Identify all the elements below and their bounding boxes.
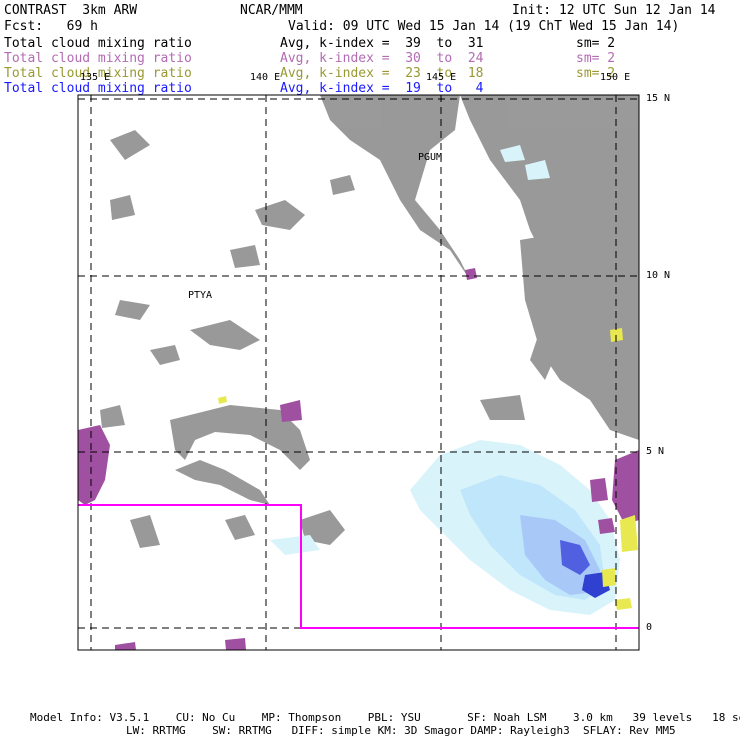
forecast-hour: Fcst: 69 h <box>4 19 98 34</box>
valid-time: Valid: 09 UTC Wed 15 Jan 14 (19 ChT Wed … <box>288 19 680 34</box>
low-cloud-layer <box>218 328 638 610</box>
legend-sm-2: sm= 2 <box>576 51 616 66</box>
station-label-ptya: PTYA <box>188 290 213 301</box>
mid-cloud-layer <box>78 268 639 650</box>
lat-label-5n: 5 N <box>646 446 665 457</box>
model-info-line1: Model Info: V3.5.1 CU: No Cu MP: Thompso… <box>30 711 740 724</box>
nested-domain-outline <box>78 504 639 629</box>
legend-avg-3: Avg, k-index = 23 to 18 <box>280 66 484 81</box>
lat-label-0: 0 <box>646 622 653 633</box>
legend-avg-1: Avg, k-index = 39 to 31 <box>280 36 484 51</box>
legend-avg-4: Avg, k-index = 19 to 4 <box>280 81 484 96</box>
org-label: NCAR/MMM <box>240 3 303 18</box>
legend-sm-1: sm= 2 <box>576 36 616 51</box>
lat-label-10n: 10 N <box>646 270 671 281</box>
legend-field-4: Total cloud mixing ratio <box>4 81 192 96</box>
lon-label-145: 145 E <box>426 72 457 83</box>
station-label-pgum: PGUM <box>418 152 443 163</box>
legend-field-2: Total cloud mixing ratio <box>4 51 192 66</box>
lon-label-150: 150 E <box>600 72 631 83</box>
high-cloud-layer <box>100 95 639 548</box>
legend-avg-2: Avg, k-index = 30 to 24 <box>280 51 484 66</box>
lon-label-140: 140 E <box>250 72 281 83</box>
model-title: CONTRAST 3km ARW <box>4 3 138 18</box>
legend-sm-3: sm= 2 <box>576 66 616 81</box>
lon-label-135: 135 E <box>80 72 111 83</box>
legend-field-3: Total cloud mixing ratio <box>4 66 192 81</box>
lat-label-15n: 15 N <box>646 93 671 104</box>
shallow-cloud-layer <box>270 145 620 615</box>
model-info-line2: LW: RRTMG SW: RRTMG DIFF: simple KM: 3D … <box>126 724 676 737</box>
legend-field-1: Total cloud mixing ratio <box>4 36 192 51</box>
map-frame <box>77 94 640 651</box>
init-time: Init: 12 UTC Sun 12 Jan 14 <box>512 3 716 18</box>
